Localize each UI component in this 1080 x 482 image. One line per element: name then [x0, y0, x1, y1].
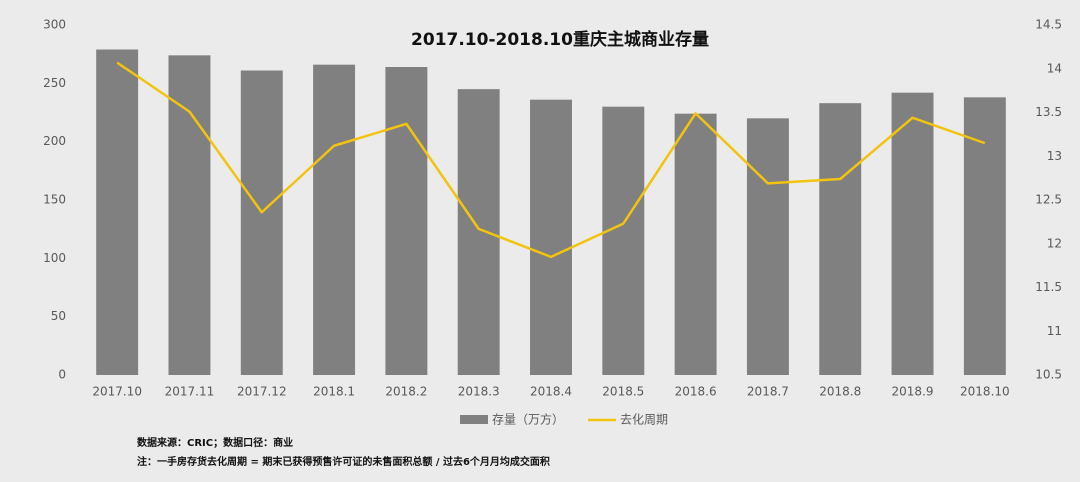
y2-tick-label: 11	[1047, 324, 1062, 338]
y-tick-label: 150	[43, 193, 66, 207]
x-tick-label: 2018.9	[892, 385, 934, 399]
y-tick-label: 50	[51, 309, 66, 323]
y2-tick-label: 11.5	[1035, 280, 1062, 294]
bar	[963, 97, 1006, 375]
bar	[168, 55, 211, 375]
bar	[602, 106, 645, 376]
x-tick-label: 2018.8	[819, 385, 861, 399]
x-tick-label: 2018.10	[960, 385, 1010, 399]
chart-title: 2017.10-2018.10重庆主城商业存量	[411, 29, 709, 50]
bar	[746, 118, 789, 375]
bar	[313, 64, 356, 376]
x-tick-label: 2017.12	[237, 385, 287, 399]
legend-label: 存量（万方）	[492, 412, 564, 427]
y-tick-label: 250	[43, 76, 66, 90]
y2-tick-label: 13.5	[1035, 105, 1062, 119]
legend-swatch	[460, 415, 488, 424]
y2-tick-label: 10.5	[1035, 368, 1062, 382]
x-tick-label: 2017.10	[92, 385, 142, 399]
bar	[674, 113, 717, 376]
x-tick-label: 2018.4	[530, 385, 572, 399]
bar	[819, 103, 862, 376]
bar	[240, 70, 283, 375]
y-tick-label: 100	[43, 251, 66, 265]
y2-tick-label: 12	[1047, 236, 1062, 250]
x-tick-label: 2018.5	[602, 385, 644, 399]
x-tick-label: 2018.3	[458, 385, 500, 399]
bar	[96, 49, 139, 375]
x-tick-label: 2018.2	[385, 385, 427, 399]
y2-tick-label: 12.5	[1035, 193, 1062, 207]
legend-label: 去化周期	[620, 413, 668, 427]
y-tick-label: 300	[43, 18, 66, 32]
definition-note: 注：一手房存货去化周期 = 期末已获得预售许可证的未售面积总额 / 过去6个月月…	[137, 455, 550, 468]
source-note: 数据来源：CRIC；数据口径：商业	[137, 436, 293, 449]
y2-tick-label: 14.5	[1035, 18, 1062, 32]
y2-tick-label: 13	[1047, 149, 1062, 163]
line	[116, 61, 986, 259]
y-tick-label: 0	[58, 368, 66, 382]
bar	[457, 89, 500, 376]
x-tick-label: 2017.11	[165, 385, 215, 399]
x-tick-label: 2018.7	[747, 385, 789, 399]
bar	[385, 67, 428, 375]
x-tick-label: 2018.1	[313, 385, 355, 399]
bar	[530, 99, 572, 376]
x-tick-label: 2018.6	[675, 385, 717, 399]
y2-tick-label: 14	[1047, 61, 1062, 75]
bar	[891, 92, 934, 376]
y-tick-label: 200	[43, 134, 66, 148]
